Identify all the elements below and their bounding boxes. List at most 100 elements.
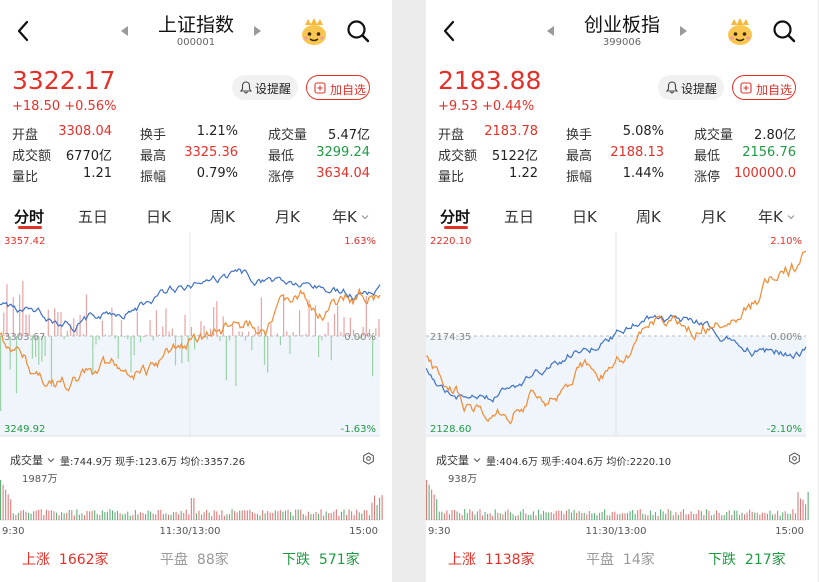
volume-bar [451,510,453,520]
volume-bar [639,509,641,520]
volume-flow-bar [251,336,253,351]
back-chevron-left-icon[interactable] [12,18,36,44]
volume-chart[interactable]: 938万 9:30 11:30/13:00 15:00 [426,470,818,538]
tab-3[interactable]: 周K [210,208,235,226]
volume-bar [241,510,243,520]
volume-bar [351,511,353,520]
intraday-chart[interactable]: 2220.10 2.10% 2174.35 0.00% 2128.60 -2.10% [426,232,818,444]
volume-bar [766,513,768,520]
tab-4[interactable]: 月K [701,208,726,226]
volume-flow-bar [260,297,262,336]
stat-value: 5.08% [622,124,664,139]
volume-bar [469,509,471,520]
tab-5[interactable]: 年K [758,208,783,226]
tab-5[interactable]: 年K [332,208,357,226]
volume-bar [22,510,24,520]
tab-1[interactable]: 五日 [504,208,535,226]
search-icon[interactable] [344,17,372,45]
volume-flow-bar [276,333,278,336]
volume-bar [292,515,294,520]
volume-bar [86,510,88,520]
volume-bar [178,514,180,520]
volume-bar [94,510,96,520]
volume-bar [738,514,741,520]
volume-bar [764,512,766,520]
volume-bar [448,513,450,520]
mascot-icon[interactable] [298,16,330,48]
tab-4[interactable]: 月K [275,208,300,226]
volume-flow-bar [228,336,231,341]
set-reminder-button[interactable]: 设提醒 [658,75,724,100]
volume-bar [330,513,332,520]
settings-gear-icon[interactable] [362,452,375,465]
volume-flow-bar [104,334,107,336]
change-points: +18.50 [12,99,61,114]
volume-bar [688,514,690,520]
tab-2[interactable]: 日K [572,208,597,226]
intraday-chart[interactable]: 3357.42 1.63% 3303.67 0.00% 3249.92 -1.63% [0,232,392,444]
volume-flow-bar [235,336,237,387]
up-label: 上涨 [448,552,476,568]
volume-bar [494,509,496,520]
mascot-icon[interactable] [724,16,756,48]
volume-flow-bar [174,336,177,366]
indicator-select[interactable]: 成交量 [436,452,481,468]
volume-bar [124,513,126,520]
settings-gear-icon[interactable] [788,452,801,465]
volume-bar [147,510,149,520]
next-index-triangle-right-icon[interactable] [252,24,264,38]
volume-bar [807,492,809,520]
volume-bar [632,509,634,520]
volume-bar [89,511,91,520]
volume-bar [708,510,710,520]
volume-flow-bar [286,331,288,336]
volume-flow-bar [130,336,132,373]
volume-bar [446,510,448,520]
volume-bar [5,489,7,520]
tab-3[interactable]: 周K [636,208,661,226]
volume-flow-bar [298,310,301,336]
down-value: 571家 [318,552,360,568]
add-watchlist-button[interactable]: 加自选 [306,75,370,100]
next-index-triangle-right-icon[interactable] [678,24,690,38]
volume-bar [555,510,557,520]
volume-bar [183,512,185,520]
volume-bar [794,513,796,520]
volume-flow-bar [279,336,282,346]
volume-flow-bar [270,323,272,336]
stat-label: 成交量 [268,128,308,143]
volume-bar [358,512,360,520]
axis-label-top-pct: 2.10% [770,236,802,247]
down-label: 下跌 [708,552,736,568]
indicator-select[interactable]: 成交量 [10,452,55,468]
tab-1[interactable]: 五日 [78,208,109,226]
volume-axis-max-label: 1987万 [22,474,57,485]
tab-0[interactable]: 分时 [440,208,471,226]
volume-chart[interactable]: 1987万 9:30 11:30/13:00 15:00 [0,470,392,538]
tab-0[interactable]: 分时 [14,208,45,226]
volume-flow-bar [216,301,218,336]
volume-bar [127,511,129,520]
volume-bar [287,509,289,520]
prev-index-triangle-left-icon[interactable] [544,24,556,38]
volume-flow-bar [352,329,355,336]
volume-flow-bar [171,328,173,336]
add-watchlist-button[interactable]: 加自选 [732,75,796,100]
prev-index-triangle-left-icon[interactable] [118,24,130,38]
stat-label: 涨停 [268,170,295,185]
volume-bar [45,509,47,520]
volume-bar [700,511,702,520]
search-icon[interactable] [770,17,798,45]
volume-bar [2,484,4,520]
set-reminder-button[interactable]: 设提醒 [232,75,298,100]
volume-bar [682,509,685,520]
tab-2[interactable]: 日K [146,208,171,226]
volume-bar [649,510,651,520]
volume-bar [710,515,713,520]
volume-bar [680,511,682,520]
back-chevron-left-icon[interactable] [438,18,462,44]
volume-bar [484,512,486,520]
down-value: 217家 [744,552,786,568]
volume-bar [476,511,478,520]
volume-indicator-bar: 成交量 量:744.9万 现手:123.6万 均价:3357.26 [0,449,392,469]
